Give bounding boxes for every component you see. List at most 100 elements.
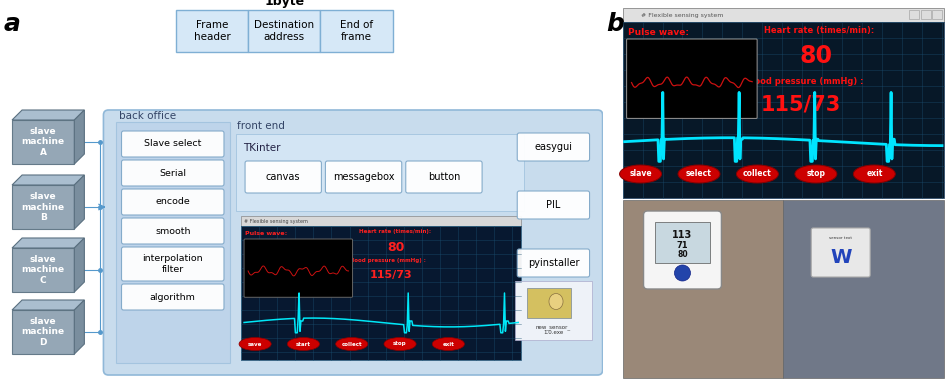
Ellipse shape	[736, 165, 778, 183]
FancyBboxPatch shape	[245, 161, 322, 193]
FancyBboxPatch shape	[236, 134, 524, 211]
Text: messagebox: messagebox	[333, 172, 395, 182]
Text: Heart rate (times/min):: Heart rate (times/min):	[764, 26, 874, 35]
Text: b: b	[606, 12, 624, 36]
Text: pyinstaller: pyinstaller	[528, 258, 579, 268]
Text: 115/73: 115/73	[370, 270, 413, 280]
Text: collect: collect	[743, 169, 772, 179]
Text: End of
frame: End of frame	[340, 20, 373, 42]
FancyBboxPatch shape	[643, 211, 721, 289]
Text: Blood pressure (mmHg) :: Blood pressure (mmHg) :	[745, 77, 864, 86]
FancyBboxPatch shape	[12, 310, 74, 354]
FancyBboxPatch shape	[121, 160, 224, 186]
Text: Slave select: Slave select	[144, 139, 201, 149]
Text: 1byte: 1byte	[264, 0, 305, 8]
Ellipse shape	[239, 337, 271, 350]
Text: Pulse wave:: Pulse wave:	[627, 28, 689, 37]
FancyBboxPatch shape	[517, 133, 589, 161]
Text: TKinter: TKinter	[243, 143, 281, 153]
Text: start: start	[296, 342, 311, 347]
FancyBboxPatch shape	[811, 228, 870, 277]
FancyBboxPatch shape	[655, 222, 711, 263]
FancyBboxPatch shape	[121, 218, 224, 244]
Text: 80: 80	[678, 250, 688, 259]
Text: Heart rate (times/min):: Heart rate (times/min):	[359, 229, 431, 234]
FancyBboxPatch shape	[406, 161, 482, 193]
Ellipse shape	[620, 165, 661, 183]
Polygon shape	[74, 300, 84, 354]
FancyBboxPatch shape	[12, 185, 74, 229]
Text: slave
machine
A: slave machine A	[22, 127, 65, 157]
FancyBboxPatch shape	[121, 131, 224, 157]
FancyBboxPatch shape	[783, 200, 944, 378]
Text: slave: slave	[629, 169, 652, 179]
Ellipse shape	[433, 337, 464, 350]
Text: sensor text: sensor text	[829, 236, 852, 240]
FancyBboxPatch shape	[241, 226, 521, 360]
Text: save: save	[248, 342, 262, 347]
Text: collect: collect	[342, 342, 363, 347]
Polygon shape	[74, 175, 84, 229]
Text: select: select	[686, 169, 712, 179]
Text: encode: encode	[156, 198, 190, 206]
Polygon shape	[74, 110, 84, 164]
Polygon shape	[12, 110, 84, 120]
FancyBboxPatch shape	[932, 10, 942, 19]
FancyBboxPatch shape	[176, 10, 248, 52]
Text: exit: exit	[866, 169, 883, 179]
FancyBboxPatch shape	[121, 247, 224, 281]
Polygon shape	[12, 300, 84, 310]
FancyBboxPatch shape	[623, 200, 783, 378]
Text: a: a	[4, 12, 21, 36]
Text: 113: 113	[672, 230, 693, 239]
Ellipse shape	[795, 165, 837, 183]
Text: back office: back office	[119, 111, 176, 121]
Text: slave
machine
C: slave machine C	[22, 255, 65, 285]
FancyBboxPatch shape	[623, 22, 944, 198]
Text: 115/73: 115/73	[761, 94, 841, 114]
Text: slave
machine
B: slave machine B	[22, 192, 65, 222]
Text: # Flexible sensing system: # Flexible sensing system	[641, 13, 723, 17]
FancyBboxPatch shape	[921, 10, 931, 19]
FancyBboxPatch shape	[12, 120, 74, 164]
Text: 80: 80	[799, 44, 832, 68]
Ellipse shape	[336, 337, 368, 350]
Ellipse shape	[853, 165, 895, 183]
Text: Frame
header: Frame header	[194, 20, 231, 42]
Text: slave
machine
D: slave machine D	[22, 317, 65, 347]
Text: algorithm: algorithm	[150, 293, 195, 301]
Text: easygui: easygui	[534, 142, 572, 152]
Polygon shape	[12, 175, 84, 185]
Ellipse shape	[678, 165, 720, 183]
FancyBboxPatch shape	[241, 216, 521, 226]
Ellipse shape	[288, 337, 320, 350]
FancyBboxPatch shape	[528, 288, 571, 318]
FancyBboxPatch shape	[248, 10, 321, 52]
Text: Blood pressure (mmHg) :: Blood pressure (mmHg) :	[347, 258, 425, 263]
FancyBboxPatch shape	[321, 10, 393, 52]
FancyBboxPatch shape	[623, 8, 944, 22]
Text: # Flexible sensing system: # Flexible sensing system	[244, 218, 307, 223]
Text: front end: front end	[237, 121, 285, 131]
Circle shape	[675, 265, 691, 281]
FancyBboxPatch shape	[626, 39, 757, 119]
Ellipse shape	[549, 293, 563, 309]
Text: W: W	[830, 248, 851, 267]
FancyBboxPatch shape	[103, 110, 603, 375]
FancyBboxPatch shape	[12, 248, 74, 292]
FancyBboxPatch shape	[121, 189, 224, 215]
FancyBboxPatch shape	[326, 161, 401, 193]
FancyBboxPatch shape	[121, 284, 224, 310]
FancyBboxPatch shape	[517, 191, 589, 219]
Ellipse shape	[384, 337, 416, 350]
Text: stop: stop	[807, 169, 826, 179]
Text: 71: 71	[677, 241, 688, 250]
FancyBboxPatch shape	[244, 239, 352, 297]
Polygon shape	[74, 238, 84, 292]
Text: smooth: smooth	[155, 226, 191, 236]
Text: exit: exit	[442, 342, 455, 347]
Text: Pulse wave:: Pulse wave:	[245, 231, 288, 236]
Text: button: button	[428, 172, 460, 182]
Text: canvas: canvas	[266, 172, 301, 182]
Text: PIL: PIL	[547, 200, 561, 210]
